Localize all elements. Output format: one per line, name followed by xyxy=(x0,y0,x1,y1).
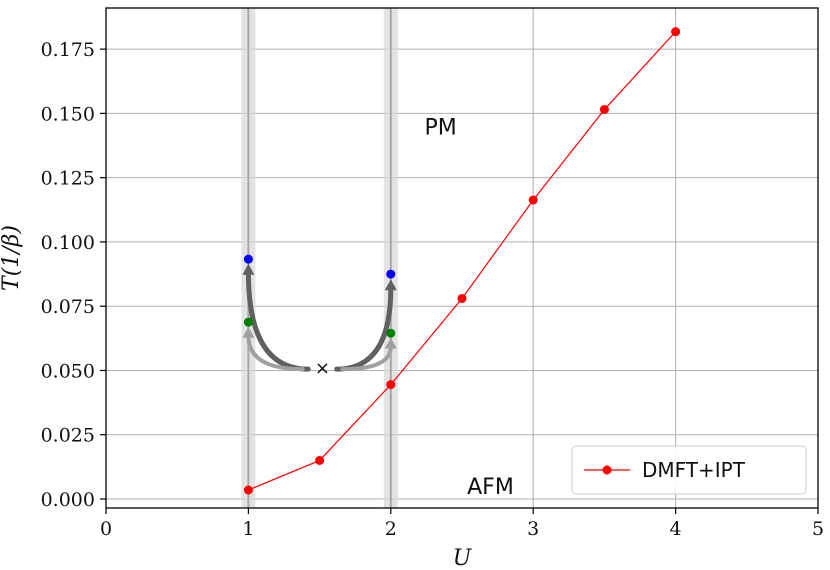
series-layer xyxy=(243,27,681,495)
arrow-head xyxy=(384,279,397,291)
data-point xyxy=(671,27,681,37)
arrow-head xyxy=(242,326,255,338)
legend-box xyxy=(571,445,807,495)
x-tick-label: 5 xyxy=(812,518,824,540)
y-tick-label: 0.000 xyxy=(41,489,95,511)
arrow-shaft xyxy=(246,333,305,372)
data-point xyxy=(457,293,467,303)
x-tick-label: 2 xyxy=(385,518,397,540)
arrow-head xyxy=(242,263,255,275)
legend: DMFT+IPT xyxy=(571,445,807,495)
x-tick-label: 1 xyxy=(242,518,254,540)
region-label: AFM xyxy=(467,475,514,500)
state-marker xyxy=(386,328,396,338)
y-tick-label: 0.150 xyxy=(41,103,95,125)
region-labels: PM AFM xyxy=(425,115,514,500)
arrows xyxy=(242,263,397,372)
x-axis-label: U xyxy=(453,546,473,570)
annotation-markers: × xyxy=(243,254,396,379)
data-point xyxy=(386,380,396,390)
start-marker-cross: × xyxy=(315,358,330,379)
y-tick-label: 0.175 xyxy=(41,39,95,61)
shaded-bands xyxy=(241,8,398,508)
y-tick-label: 0.050 xyxy=(41,360,95,382)
x-tick-label: 3 xyxy=(527,518,539,540)
y-tick-label: 0.100 xyxy=(41,232,95,254)
data-point xyxy=(243,485,253,495)
arrow-head xyxy=(384,337,397,349)
arrow-shaft xyxy=(340,344,393,372)
x-tick-label: 4 xyxy=(670,518,682,540)
x-tick-label: 0 xyxy=(100,518,112,540)
data-point xyxy=(528,195,538,205)
series-line xyxy=(248,31,677,491)
y-tick-label: 0.125 xyxy=(41,168,95,190)
y-axis-label: T(1/β) xyxy=(0,225,24,291)
arrow-shaft xyxy=(334,285,394,372)
data-point xyxy=(315,455,325,465)
state-marker xyxy=(243,317,253,327)
region-label: PM xyxy=(425,115,457,140)
legend-marker-swatch xyxy=(602,465,612,475)
grid xyxy=(105,8,819,508)
y-tick-label: 0.025 xyxy=(41,425,95,447)
y-tick-label: 0.075 xyxy=(41,296,95,318)
legend-entry-label: DMFT+IPT xyxy=(642,458,746,482)
state-marker xyxy=(243,254,253,264)
ticks: 0 1 2 3 4 5 0.000 0.025 0.050 0.075 0.100 0.125 0.15… xyxy=(41,39,824,540)
state-marker xyxy=(386,269,396,279)
axes-frame xyxy=(105,7,819,509)
data-point xyxy=(599,105,609,115)
